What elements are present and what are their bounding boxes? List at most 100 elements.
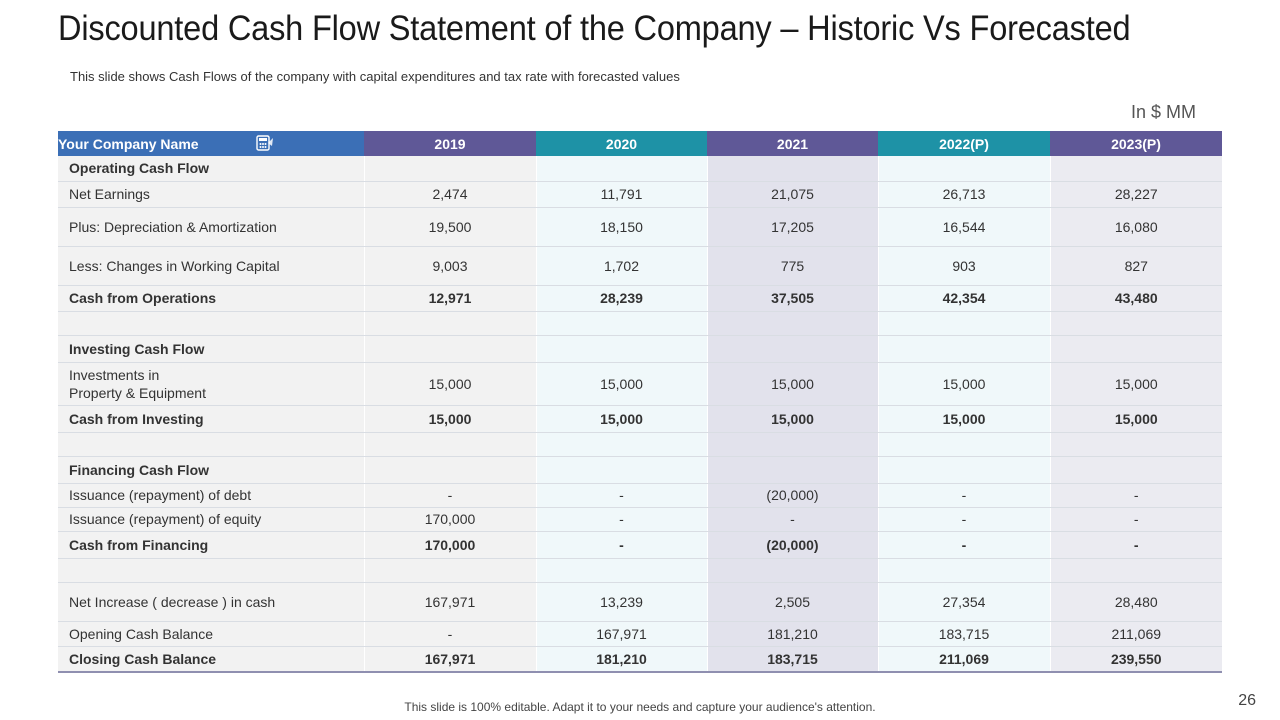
- table-row: Net Earnings 2,474 11,791 21,075 26,713 28,22…: [58, 181, 1222, 208]
- row-value: 775: [706, 246, 878, 286]
- row-value: 15,000: [363, 405, 536, 433]
- row-value: 16,544: [877, 207, 1050, 247]
- row-value: -: [535, 507, 707, 532]
- row-value: 183,715: [706, 646, 878, 673]
- row-value: 16,080: [1049, 207, 1222, 247]
- row-label: Net Increase ( decrease ) in cash: [58, 582, 364, 622]
- row-value: [877, 456, 1050, 484]
- table-row: Issuance (repayment) of equity 170,000- - -…: [58, 507, 1222, 532]
- row-value: [706, 432, 878, 457]
- table-row: Cash from Operations 12,971 28,239 37,505 42…: [58, 285, 1222, 312]
- row-value: [535, 558, 707, 583]
- row-value: 9,003: [363, 246, 536, 286]
- row-value: 15,000: [535, 362, 707, 406]
- row-value: 15,000: [535, 405, 707, 433]
- row-value: [706, 311, 878, 336]
- header-year: 2021: [707, 131, 878, 156]
- row-value: 42,354: [877, 285, 1050, 312]
- row-value: [535, 156, 707, 182]
- row-value: [535, 432, 707, 457]
- units-label: In $ MM: [1130, 102, 1196, 122]
- table-row: Closing Cash Balance 167,971 181,210 183,71…: [58, 646, 1222, 673]
- row-value: 15,000: [706, 362, 878, 406]
- row-value: 167,971: [363, 582, 536, 622]
- row-value: [706, 456, 878, 484]
- row-value: 827: [1049, 246, 1222, 286]
- row-value: [877, 156, 1050, 182]
- row-value: [877, 335, 1050, 363]
- table-row: Investments in Property & Equipment 15,00…: [58, 362, 1222, 406]
- footer-note: This slide is 100% editable. Adapt it to…: [404, 700, 876, 714]
- row-value: [363, 558, 536, 583]
- table-row: [58, 432, 1222, 457]
- row-value: [877, 311, 1050, 336]
- row-value: 28,227: [1049, 181, 1222, 208]
- row-value: 15,000: [877, 362, 1050, 406]
- table-row: Financing Cash Flow: [58, 456, 1222, 484]
- row-value: 183,715: [877, 621, 1050, 647]
- row-value: -: [535, 483, 707, 508]
- table-row: Operating Cash Flow: [58, 156, 1222, 182]
- row-value: 170,000: [363, 531, 536, 559]
- header-year: 2019: [364, 131, 536, 156]
- table-row: Net Increase ( decrease ) in cash 167,971…: [58, 582, 1222, 622]
- table-body: Operating Cash Flow Net Earnings 2,474 11,7…: [58, 156, 1222, 673]
- row-value: [363, 456, 536, 484]
- row-value: [877, 558, 1050, 583]
- row-value: [363, 311, 536, 336]
- row-label: Cash from Operations: [58, 285, 364, 312]
- row-value: 15,000: [1049, 405, 1222, 433]
- row-value: [706, 558, 878, 583]
- row-value: -: [706, 507, 878, 532]
- row-value: 27,354: [877, 582, 1050, 622]
- row-value: 11,791: [535, 181, 707, 208]
- slide-subtitle: This slide shows Cash Flows of the compa…: [70, 69, 680, 84]
- row-value: 37,505: [706, 285, 878, 312]
- row-label: Opening Cash Balance: [58, 621, 364, 647]
- row-label: Cash from Investing: [58, 405, 364, 433]
- header-year: 2022(P): [878, 131, 1050, 156]
- row-value: [535, 311, 707, 336]
- row-value: 239,550: [1049, 646, 1222, 673]
- row-value: 181,210: [706, 621, 878, 647]
- row-value: [535, 456, 707, 484]
- row-value: 18,150: [535, 207, 707, 247]
- row-value: 15,000: [363, 362, 536, 406]
- table-row: Plus: Depreciation & Amortization 19,500 1…: [58, 207, 1222, 247]
- row-value: [1049, 335, 1222, 363]
- row-value: 13,239: [535, 582, 707, 622]
- table-row: [58, 558, 1222, 583]
- slide-title: Discounted Cash Flow Statement of the Co…: [58, 9, 1131, 48]
- table-row: Cash from Investing 15,000 15,000 15,000 15,…: [58, 405, 1222, 433]
- row-value: 15,000: [877, 405, 1050, 433]
- row-label: [58, 432, 364, 457]
- table-row: Less: Changes in Working Capital 9,003 1,7…: [58, 246, 1222, 286]
- row-label: Closing Cash Balance: [58, 646, 364, 673]
- row-value: [1049, 558, 1222, 583]
- row-label: Net Earnings: [58, 181, 364, 208]
- row-value: -: [363, 621, 536, 647]
- row-value: [363, 335, 536, 363]
- row-value: -: [1049, 507, 1222, 532]
- cash-flow-table: Your Company Name 2019 2: [58, 131, 1222, 673]
- header-year: 2020: [536, 131, 707, 156]
- row-value: 28,239: [535, 285, 707, 312]
- row-label: Issuance (repayment) of debt: [58, 483, 364, 508]
- row-value: [1049, 156, 1222, 182]
- row-value: 43,480: [1049, 285, 1222, 312]
- row-value: [1049, 456, 1222, 484]
- table-header-row: Your Company Name 2019 2: [58, 131, 1222, 156]
- row-value: [1049, 432, 1222, 457]
- row-value: -: [535, 531, 707, 559]
- row-value: 181,210: [535, 646, 707, 673]
- row-label: Issuance (repayment) of equity: [58, 507, 364, 532]
- table-row: Opening Cash Balance -167,971 181,210 183,7…: [58, 621, 1222, 647]
- row-value: 2,505: [706, 582, 878, 622]
- calculator-icon: [256, 134, 274, 152]
- row-value: 28,480: [1049, 582, 1222, 622]
- row-value: [877, 432, 1050, 457]
- row-label: Investments in Property & Equipment: [58, 362, 364, 406]
- row-label: Operating Cash Flow: [58, 156, 364, 182]
- row-value: 21,075: [706, 181, 878, 208]
- row-value: -: [1049, 483, 1222, 508]
